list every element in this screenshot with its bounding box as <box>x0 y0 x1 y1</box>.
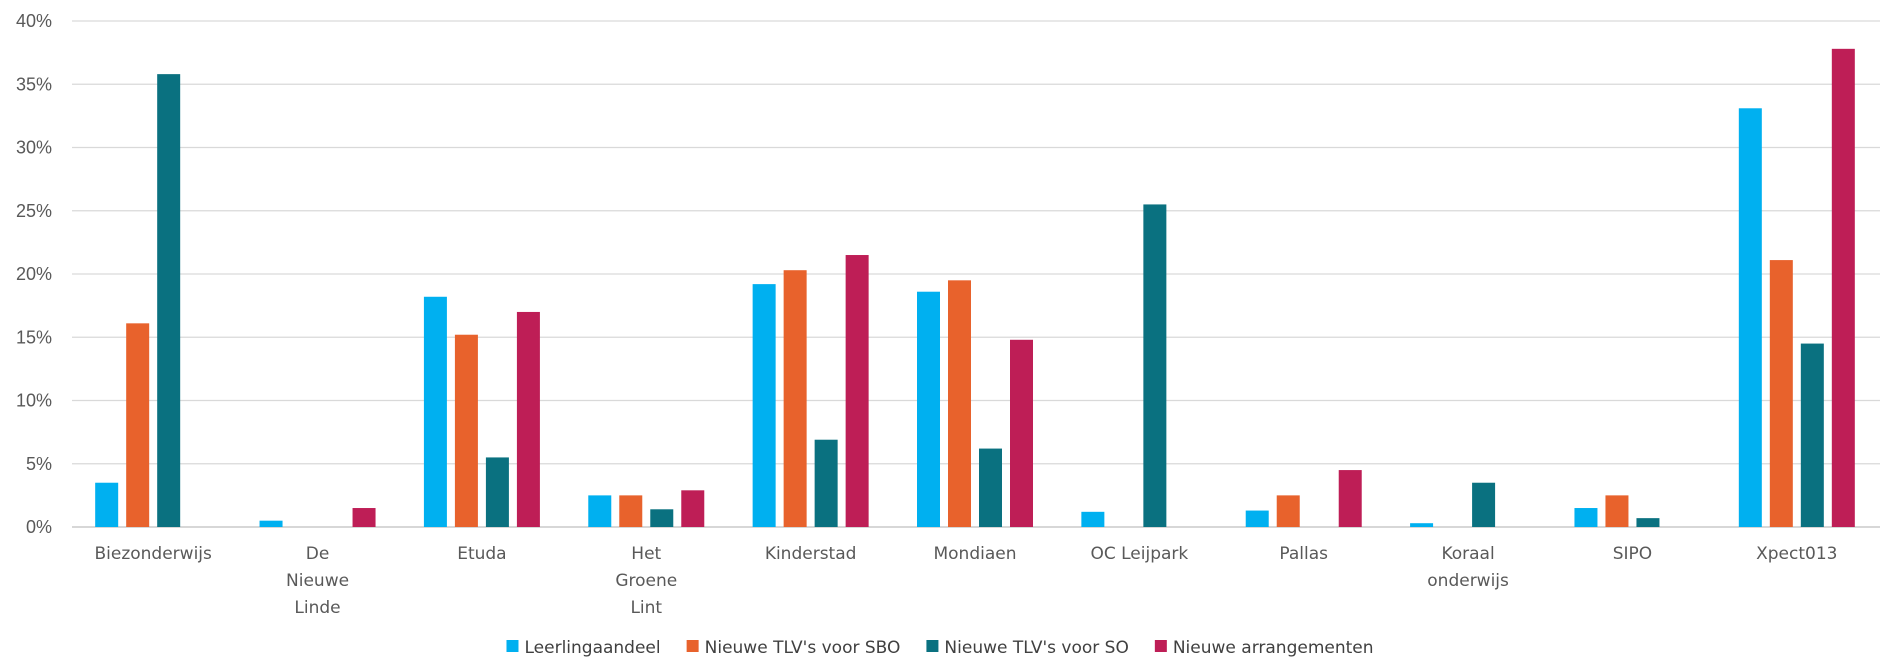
y-tick-label: 15% <box>16 327 52 347</box>
bar <box>1800 343 1824 527</box>
bar <box>845 255 869 527</box>
bar <box>259 520 283 527</box>
x-axis-labels: Biezonderwijs De Nieuwe Linde Etuda Het Groene… <box>94 544 1837 618</box>
bar <box>1831 48 1855 527</box>
y-tick-label: 35% <box>16 74 52 94</box>
bar <box>1010 339 1033 527</box>
x-tick-label: Koraal <box>1441 544 1494 564</box>
bar <box>619 495 643 527</box>
legend-swatch <box>926 640 939 652</box>
x-tick-label: Etuda <box>457 544 506 564</box>
bar <box>588 495 612 527</box>
bar <box>681 490 705 527</box>
bar <box>948 280 971 527</box>
x-tick-label: OC Leijpark <box>1090 544 1188 564</box>
bar <box>1605 495 1629 527</box>
y-tick-label: 10% <box>16 391 52 411</box>
y-tick-label: 5% <box>26 454 52 474</box>
x-tick-label: Pallas <box>1279 544 1328 564</box>
bar <box>917 291 940 527</box>
bar <box>1574 508 1598 527</box>
bar <box>979 448 1002 527</box>
y-tick-label: 30% <box>16 138 52 158</box>
x-tick-label: Het <box>631 544 661 564</box>
bar <box>95 482 119 527</box>
bar <box>157 74 181 527</box>
x-tick-label: Groene <box>615 571 677 591</box>
bar <box>650 509 674 527</box>
legend-label: Nieuwe TLV's voor SBO <box>705 638 901 658</box>
bar <box>485 457 509 527</box>
x-tick-label: Lint <box>630 598 662 618</box>
bar <box>1738 108 1762 527</box>
bars <box>95 48 1855 528</box>
x-tick-label: Mondiaen <box>933 544 1016 564</box>
legend-label: Nieuwe arrangementen <box>1173 638 1374 658</box>
bar <box>454 334 478 527</box>
bar <box>1276 495 1300 527</box>
x-tick-label: Kinderstad <box>765 544 857 564</box>
bar <box>1472 482 1496 527</box>
x-tick-label: Xpect013 <box>1756 544 1837 564</box>
y-axis-ticks: 0% 5% 10% 15% 20% 25% 30% 35% 40% <box>16 11 52 537</box>
legend-label: Leerlingaandeel <box>524 638 660 658</box>
bar <box>1081 511 1105 527</box>
bar <box>1636 518 1660 527</box>
bar <box>516 311 540 527</box>
x-tick-label: Linde <box>294 598 340 618</box>
legend-swatch <box>686 640 699 652</box>
legend-swatch <box>1154 640 1167 652</box>
bar <box>1769 260 1793 527</box>
bar <box>752 284 776 527</box>
legend-label: Nieuwe TLV's voor SO <box>944 638 1128 658</box>
legend-swatch <box>506 640 519 652</box>
bar <box>1338 470 1362 527</box>
bar <box>1245 510 1269 527</box>
y-tick-label: 25% <box>16 201 52 221</box>
x-tick-label: onderwijs <box>1427 571 1509 591</box>
bar <box>814 439 838 527</box>
x-tick-label: Nieuwe <box>286 571 349 591</box>
bar <box>783 270 807 527</box>
y-tick-label: 0% <box>26 517 52 537</box>
gridlines <box>72 20 1880 528</box>
bar <box>126 323 150 527</box>
bar <box>1143 204 1167 528</box>
x-tick-label: SIPO <box>1613 544 1652 564</box>
legend: Leerlingaandeel Nieuwe TLV's voor SBO Nieu… <box>506 638 1374 658</box>
x-tick-label: Biezonderwijs <box>94 544 212 564</box>
y-tick-label: 20% <box>16 264 52 284</box>
bar <box>423 296 447 527</box>
y-tick-label: 40% <box>16 11 52 31</box>
x-tick-label: De <box>306 544 330 564</box>
bar <box>352 508 376 527</box>
bar <box>1410 523 1434 527</box>
